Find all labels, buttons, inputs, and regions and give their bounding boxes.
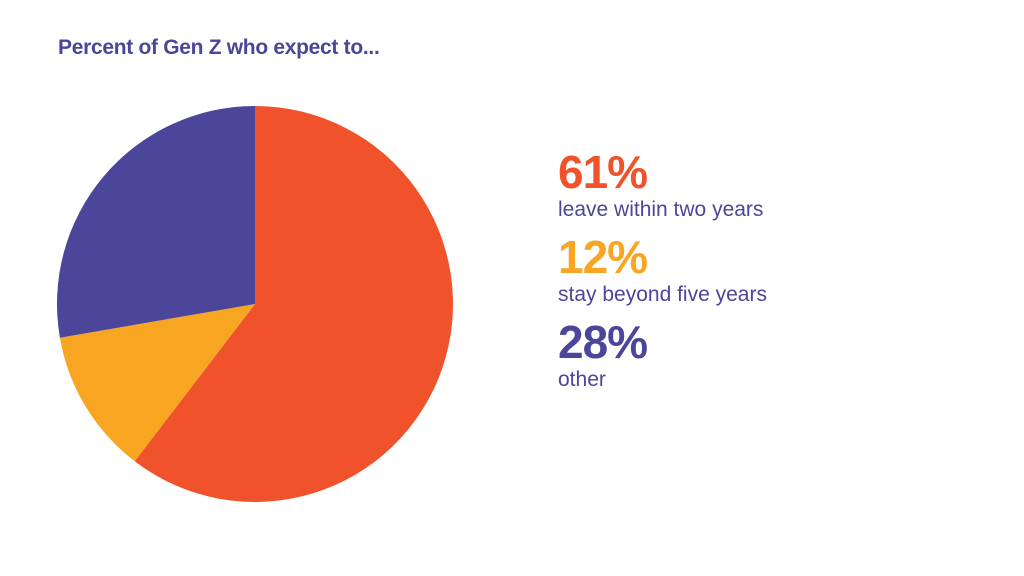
pie-chart <box>56 106 454 502</box>
legend-value: 12% <box>558 231 648 283</box>
legend-label: other <box>558 368 606 391</box>
pie-slice-2 <box>59 304 255 462</box>
legend-label: stay beyond five years <box>558 283 767 306</box>
legend-item-stay: 12% stay beyond five years <box>558 231 767 308</box>
legend-value: 28% <box>558 316 648 368</box>
pie-slice-3 <box>56 106 255 338</box>
legend-value: 61% <box>558 146 648 198</box>
chart-title: Percent of Gen Z who expect to... <box>58 36 380 59</box>
legend: 61% leave within two years 12% stay beyo… <box>558 146 767 401</box>
legend-item-other: 28% other <box>558 316 767 393</box>
legend-label: leave within two years <box>558 198 764 221</box>
pie-slice-1 <box>134 106 454 502</box>
legend-item-leave: 61% leave within two years <box>558 146 767 223</box>
